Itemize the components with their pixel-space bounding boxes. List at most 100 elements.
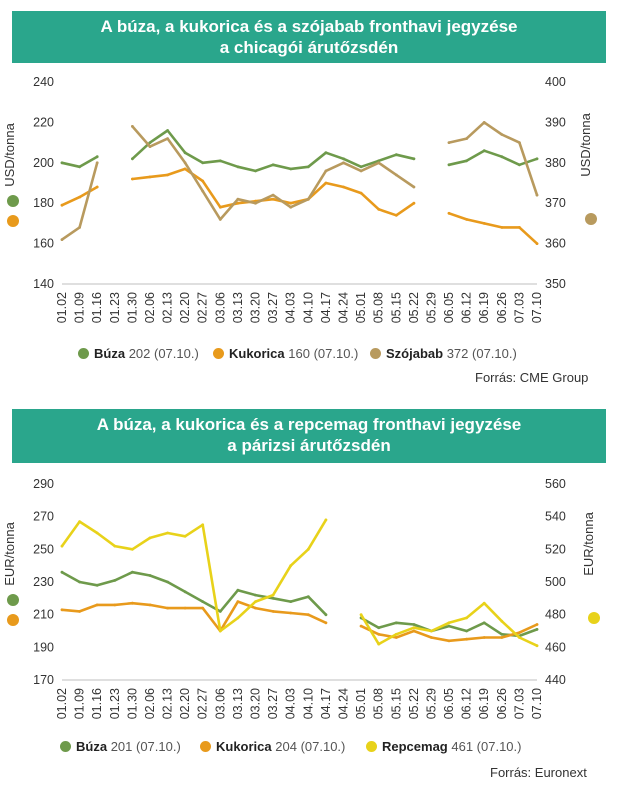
x-tick-label: 01.16 [90, 688, 104, 719]
data-point-kukorica [113, 603, 117, 607]
legend-value: 461 (07.10.) [451, 739, 522, 754]
series-line-buza [60, 570, 328, 616]
data-point-buza [113, 579, 117, 582]
chart1-title-banner: A búza, a kukorica és a szójabab frontha… [12, 11, 606, 63]
legend-value: 204 (07.10.) [275, 739, 346, 754]
data-point-kukorica [95, 185, 99, 189]
y-tick-label-right: 380 [545, 156, 566, 170]
chart2-title-banner: A búza, a kukorica és a repcemag frontha… [12, 409, 606, 463]
data-point-szojabab [394, 173, 398, 177]
series-line-buza [60, 155, 99, 169]
data-point-buza [201, 600, 205, 603]
x-tick-label: 06.05 [442, 688, 456, 719]
y-tick-label-left: 220 [33, 115, 54, 129]
right-axis-series-dot-icon [588, 612, 600, 624]
legend-name: Szójabab [386, 346, 444, 361]
data-point-buza [78, 580, 81, 584]
x-tick-label: 03.06 [213, 292, 227, 323]
data-point-repcemag [447, 621, 451, 625]
data-point-buza [148, 574, 152, 577]
x-tick-label: 01.30 [125, 688, 139, 719]
series-line-szojabab [447, 121, 539, 197]
y-tick-label-left: 250 [33, 542, 54, 556]
chart1-plot: 240 220 200 180 160 140 400 390 380 370 360 350 01.0… [2, 75, 597, 323]
data-point-buza [306, 165, 310, 169]
data-point-kukorica [535, 623, 539, 626]
series-line-repcemag [60, 518, 328, 633]
data-point-kukorica [394, 213, 398, 217]
chart1-title-line2: a chicagói árutőzsdén [219, 38, 399, 57]
x-tick-label: 07.10 [530, 292, 544, 323]
legend-name: Kukorica [229, 346, 285, 361]
data-point-repcemag [289, 564, 293, 568]
data-point-kukorica [218, 205, 222, 209]
chart2-title-line2: a párizsi árutőzsdén [227, 436, 391, 455]
y-tick-label-right: 390 [545, 115, 566, 129]
x-tick-label: 02.27 [196, 688, 210, 719]
data-point-kukorica [78, 610, 81, 613]
data-point-kukorica [60, 608, 64, 612]
data-point-repcemag [535, 644, 539, 648]
data-point-kukorica [254, 606, 257, 610]
data-point-kukorica [377, 632, 381, 636]
data-point-buza [412, 157, 416, 161]
x-tick-label: 06.19 [477, 292, 491, 323]
data-point-repcemag [271, 593, 275, 597]
data-point-kukorica [271, 197, 275, 201]
data-point-kukorica [500, 636, 504, 639]
data-point-szojabab [218, 218, 222, 221]
data-point-szojabab [465, 137, 468, 140]
data-point-kukorica [289, 201, 293, 205]
data-point-repcemag [394, 632, 398, 636]
data-point-szojabab [236, 197, 240, 201]
chart1-title-line1: A búza, a kukorica és a szójabab frontha… [100, 17, 518, 36]
data-point-kukorica [535, 242, 539, 246]
data-point-szojabab [183, 161, 187, 165]
data-point-repcemag [201, 523, 205, 527]
y-tick-label-left: 180 [33, 196, 54, 210]
data-point-szojabab [131, 125, 134, 128]
data-point-kukorica [465, 218, 468, 221]
data-point-buza [201, 161, 205, 165]
x-tick-label: 04.17 [319, 688, 333, 719]
data-point-buza [183, 151, 187, 155]
data-point-kukorica [377, 207, 381, 211]
data-point-buza [254, 169, 257, 173]
data-point-repcemag [412, 626, 416, 630]
data-point-szojabab [201, 189, 205, 193]
x-tick-label: 05.08 [372, 292, 386, 323]
x-tick-label: 03.20 [249, 292, 263, 323]
data-point-kukorica [324, 621, 328, 625]
data-point-repcemag [218, 629, 222, 633]
series-line-buza [447, 149, 539, 167]
data-point-szojabab [148, 145, 152, 148]
data-point-buza [254, 593, 257, 597]
data-point-repcemag [518, 636, 521, 639]
data-point-kukorica [60, 203, 64, 207]
data-point-buza [131, 570, 134, 574]
left-axis-series-dot-icon [7, 614, 19, 626]
legend-dot-icon [200, 741, 211, 752]
legend-value: 372 (07.10.) [446, 346, 517, 361]
data-point-buza [465, 629, 468, 633]
left-axis-series-dot-icon [7, 215, 19, 227]
data-point-kukorica [166, 173, 170, 177]
data-point-szojabab [254, 201, 257, 205]
x-tick-label: 06.12 [460, 688, 474, 719]
data-point-buza [95, 155, 99, 159]
y-tick-label-left: 210 [33, 608, 54, 622]
data-point-kukorica [183, 606, 187, 610]
data-point-repcemag [95, 531, 99, 535]
y-tick-label-right: 350 [545, 277, 566, 291]
data-point-szojabab [95, 161, 99, 165]
data-point-kukorica [183, 167, 187, 171]
x-tick-label: 06.26 [495, 688, 509, 719]
data-point-buza [78, 165, 81, 169]
data-point-buza [535, 157, 539, 161]
data-point-szojabab [166, 137, 170, 140]
data-point-repcemag [78, 520, 81, 523]
data-point-buza [148, 141, 152, 144]
x-tick-label: 04.03 [284, 688, 298, 719]
x-tick-label: 06.26 [495, 292, 509, 323]
x-tick-label: 05.29 [424, 688, 438, 719]
